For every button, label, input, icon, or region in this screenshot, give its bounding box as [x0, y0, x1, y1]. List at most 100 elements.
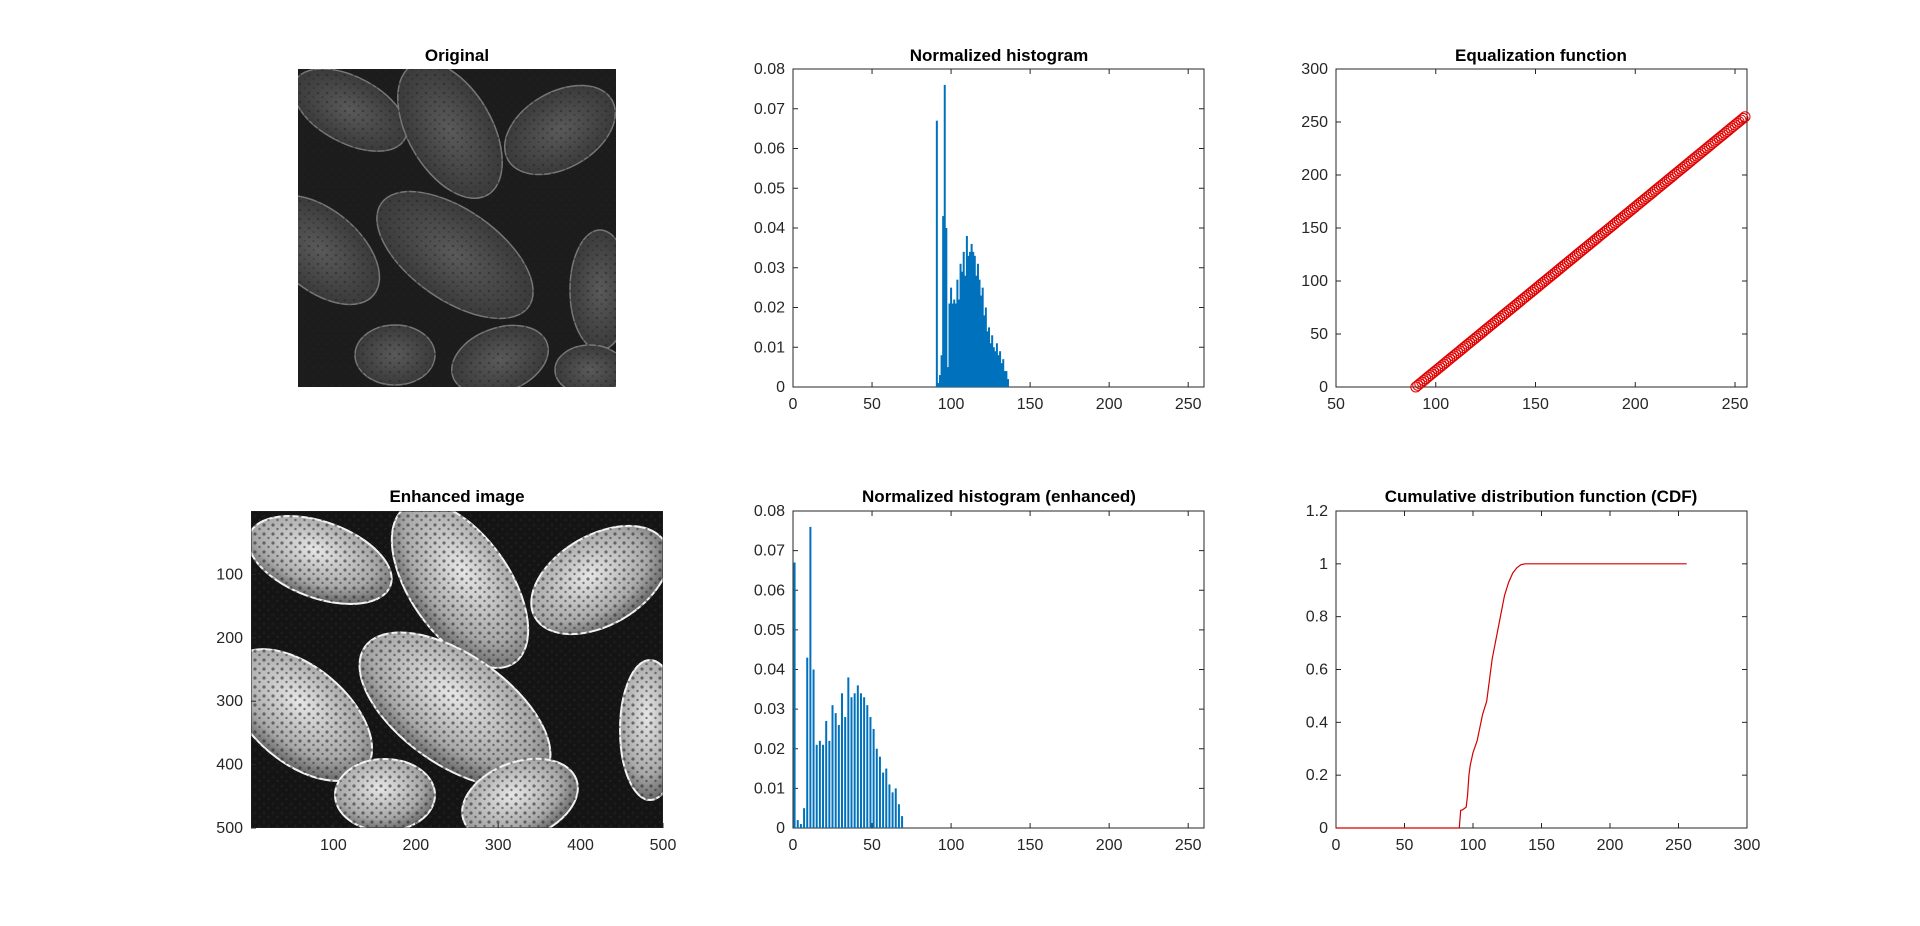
- equalization-ytick-label: 100: [1301, 273, 1328, 290]
- histogram-bar: [994, 351, 997, 387]
- cdf-xtick-label: 0: [1332, 837, 1341, 854]
- histogram-enhanced-bar: [872, 728, 875, 828]
- histogram-enhanced-xtick-label: 150: [1017, 837, 1044, 854]
- histogram-bar: [999, 351, 1002, 387]
- equalization-xtick-label: 150: [1522, 396, 1549, 413]
- enhanced-xtick-label: 200: [402, 837, 429, 854]
- histogram-bar: [997, 355, 1000, 387]
- enhanced-panel: Enhanced image 100 200 300 400 500 100 200 300 4…: [216, 487, 676, 854]
- histogram-enhanced-bar: [828, 740, 831, 828]
- cdf-ytick-label: 1.2: [1306, 503, 1328, 520]
- equalization-ytick-label: 50: [1310, 326, 1328, 343]
- histogram-bar: [969, 251, 972, 387]
- histogram-xtick-label: 150: [1017, 396, 1044, 413]
- original-title: Original: [425, 46, 489, 65]
- histogram-bar: [964, 275, 967, 387]
- histogram-enhanced-bar: [856, 685, 859, 828]
- histogram-enhanced-bar: [878, 756, 881, 828]
- histogram-enhanced-ytick-label: 0.02: [754, 741, 785, 758]
- cdf-ytick-label: 0.2: [1306, 767, 1328, 784]
- enhanced-xtick-label: 400: [567, 837, 594, 854]
- histogram-bar: [1003, 371, 1006, 387]
- histogram-xtick-label: 0: [789, 396, 798, 413]
- cdf-ytick-label: 0: [1319, 820, 1328, 837]
- histogram-bar: [972, 251, 975, 387]
- histogram-enhanced-bar: [825, 721, 828, 828]
- histogram-bar: [951, 303, 954, 387]
- histogram-bar: [937, 383, 940, 387]
- histogram-enhanced-bar: [834, 713, 837, 828]
- histogram-bar: [983, 315, 986, 387]
- histogram-bar: [948, 303, 951, 387]
- histogram-bar: [957, 299, 960, 387]
- histogram-bar: [1006, 379, 1009, 387]
- histogram-bar: [953, 299, 956, 387]
- histogram-axes-box: [792, 68, 1205, 388]
- histogram-bar: [954, 303, 957, 387]
- histogram-ytick-label: 0.02: [754, 300, 785, 317]
- equalization-point: [1737, 112, 1749, 124]
- histogram-enhanced-ytick-label: 0: [776, 820, 785, 837]
- cdf-xtick-label: 300: [1734, 837, 1761, 854]
- equalization-xtick-label: 250: [1722, 396, 1749, 413]
- histogram-enhanced-bar: [853, 693, 856, 828]
- enhanced-xtick-label: 300: [485, 837, 512, 854]
- enhanced-ytick-label: 200: [216, 630, 243, 647]
- cdf-ytick-label: 1: [1319, 556, 1328, 573]
- histogram-bar: [980, 295, 983, 387]
- histogram-bar: [992, 347, 995, 387]
- histogram-bar: [1000, 363, 1003, 387]
- histogram-enhanced-bar: [869, 717, 872, 828]
- histogram-enhanced-bar: [885, 768, 888, 828]
- equalization-ytick-label: 200: [1301, 167, 1328, 184]
- cdf-line: [1336, 563, 1687, 829]
- equalization-xtick-label: 50: [1327, 396, 1345, 413]
- histogram-enhanced-bar: [901, 816, 904, 828]
- histogram-bar: [988, 327, 991, 387]
- histogram-panel: Normalized histogram 0 50 100 150 200 250 0 0.0…: [754, 46, 1205, 413]
- histogram-enhanced-bar: [831, 705, 834, 828]
- histogram-bar: [976, 263, 979, 387]
- cdf-xtick-label: 50: [1396, 837, 1414, 854]
- histogram-bar: [942, 216, 945, 387]
- histogram-enhanced-bar: [882, 772, 885, 828]
- histogram-enhanced-ytick-label: 0.06: [754, 582, 785, 599]
- cdf-ytick-label: 0.4: [1306, 714, 1328, 731]
- histogram-bar: [940, 355, 943, 387]
- histogram-enhanced-xtick-label: 0: [789, 837, 798, 854]
- histogram-ytick-label: 0.08: [754, 61, 785, 78]
- cdf-panel: Cumulative distribution function (CDF) 0…: [1306, 487, 1761, 854]
- histogram-bar: [973, 255, 976, 387]
- original-panel: Original: [298, 46, 616, 387]
- histogram-bar: [961, 271, 964, 387]
- histogram-bar: [975, 275, 978, 387]
- histogram-enhanced-panel: Normalized histogram (enhanced) 0 50 100 15…: [754, 487, 1205, 854]
- enhanced-ytick-label: 400: [216, 757, 243, 774]
- cdf-title: Cumulative distribution function (CDF): [1385, 487, 1698, 506]
- histogram-enhanced-bar: [888, 784, 891, 828]
- histogram-bar: [935, 120, 938, 388]
- histogram-enhanced-bar: [875, 748, 878, 828]
- histogram-enhanced-bar: [815, 744, 818, 828]
- histogram-title: Normalized histogram: [910, 46, 1089, 65]
- histogram-enhanced-bar: [793, 562, 796, 828]
- enhanced-image: [251, 511, 663, 828]
- histogram-bar: [967, 255, 970, 387]
- histogram-bar: [956, 279, 959, 387]
- histogram-enhanced-bar: [894, 788, 897, 828]
- histogram-enhanced-xtick-label: 250: [1175, 837, 1202, 854]
- histogram-enhanced-bar: [847, 677, 850, 828]
- histogram-ytick-label: 0.07: [754, 101, 785, 118]
- equalization-axes-box: [1335, 68, 1748, 388]
- histogram-bar: [945, 228, 948, 387]
- equalization-title: Equalization function: [1455, 46, 1627, 65]
- equalization-xtick-label: 200: [1622, 396, 1649, 413]
- enhanced-xtick-label: 100: [320, 837, 347, 854]
- enhanced-ytick-label: 100: [216, 566, 243, 583]
- histogram-ytick-label: 0: [776, 379, 785, 396]
- histogram-bar: [1002, 359, 1005, 387]
- histogram-bar: [984, 307, 987, 387]
- histogram-enhanced-bar: [866, 705, 869, 828]
- enhanced-ytick-label: 300: [216, 693, 243, 710]
- histogram-enhanced-bar: [796, 820, 799, 828]
